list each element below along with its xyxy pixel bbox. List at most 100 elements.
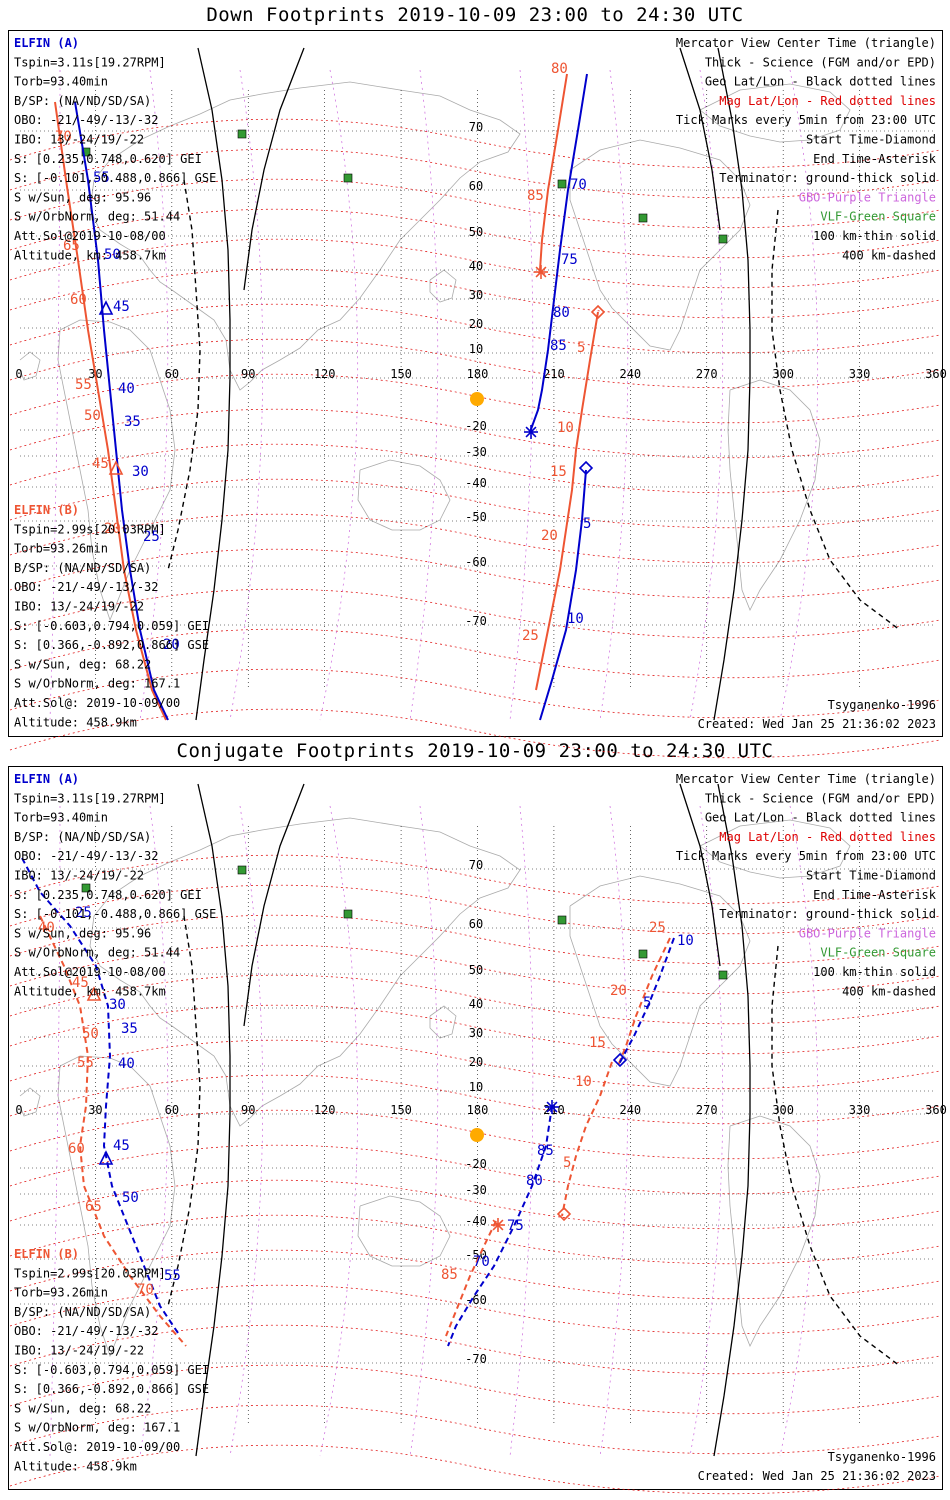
elfin-b-tick-label: 45: [92, 456, 109, 472]
vlf-station-square: [557, 915, 567, 925]
lat-label: 50: [469, 225, 483, 239]
lon-label: 330: [849, 367, 871, 381]
model-label: Tsyganenko-1996: [828, 1450, 936, 1464]
elfin-b-tick-label: 10: [575, 1074, 592, 1090]
elfin-a-info-line: S: [-0.101,-0.488,0.866] GSE: [14, 907, 216, 921]
lat-label: -70: [465, 614, 487, 628]
lat-label: 40: [469, 997, 483, 1011]
legend-line: 400 km-dashed: [842, 984, 936, 998]
asterisk-stroke: [492, 1219, 504, 1231]
elfin-a-track-east: [529, 73, 588, 433]
elfin-b-track-west: [39, 915, 187, 1347]
mag-lat-line: [9, 1284, 941, 1335]
mag-lat-line: [9, 1214, 941, 1265]
mag-lat-line: [9, 513, 941, 564]
mag-meridian: [409, 805, 439, 1457]
vlf-station-square: [638, 213, 648, 223]
terminator-east-upper: [679, 47, 721, 231]
asterisk-stroke: [535, 266, 547, 278]
map-frame-down: [8, 30, 943, 737]
elfin-a-tick-label: 55: [93, 170, 110, 186]
elfin-b-center-triangle: [86, 986, 102, 1001]
mag-meridian: [49, 69, 61, 721]
lat-label: -50: [465, 510, 487, 524]
elfin-a-info-line: S w/OrbNorm, deg: 51.44: [14, 946, 180, 960]
elfin-b-tick-label: 10: [557, 420, 574, 436]
terminator-west: [195, 783, 231, 1457]
lon-label: 180: [467, 1103, 489, 1117]
mag-lat-line: [9, 338, 941, 389]
elfin-b-tick-label: 5: [577, 340, 585, 356]
lat-label: -20: [465, 419, 487, 433]
elfin-a-tick-label: 35: [124, 414, 141, 430]
coastline: [57, 319, 176, 622]
elfin-b-info-line: S w/OrbNorm, deg: 167.1: [14, 1421, 180, 1435]
mag-meridian: [599, 805, 629, 1457]
vlf-station-square: [81, 147, 91, 157]
elfin-a-tick-label: 85: [550, 338, 567, 354]
elfin-a-info-line: B/SP: (NA/ND/SD/SA): [14, 94, 151, 108]
mag-lat-line: [9, 1109, 941, 1160]
coastline: [727, 1115, 821, 1347]
mag-lat-line: [9, 208, 941, 259]
mag-meridian: [599, 69, 629, 721]
elfin-b-tick-label: 20: [610, 983, 627, 999]
mag-meridian: [49, 805, 61, 1457]
legend-line: 100 km-thin solid: [813, 965, 936, 979]
lat-label: 10: [469, 1080, 483, 1094]
terminator-west-upper: [243, 783, 305, 1027]
legend-line: Thick - Science (FGM and/or EPD): [705, 791, 936, 805]
sun-icon: [470, 392, 484, 406]
mag-meridian: [779, 69, 819, 721]
legend-line: VLF-Green Square: [820, 210, 936, 224]
lon-label: 60: [165, 1103, 179, 1117]
elfin-a-tick-label: 20: [163, 637, 180, 653]
elfin-a-info-line: Torb=93.40min: [14, 811, 108, 825]
legend-line: Mag Lat/Lon - Red dotted lines: [719, 94, 936, 108]
legend-line: GBO-Purple Triangle: [799, 926, 936, 940]
elfin-a-tick-label: 25: [143, 529, 160, 545]
elfin-b-tick-label: 20: [104, 521, 121, 537]
mag-meridian: [509, 805, 534, 1457]
mag-meridian: [139, 805, 169, 1457]
lat-label: -40: [465, 476, 487, 490]
lat-label: 70: [469, 120, 483, 134]
elfin-b-info-line: Torb=93.26min: [14, 1286, 108, 1300]
coastline: [19, 1087, 41, 1117]
mag-lat-line: [9, 373, 941, 424]
lon-label: 0: [15, 1103, 22, 1117]
created-label: Created: Wed Jan 25 21:36:02 2023: [698, 717, 936, 731]
elfin-b-info-line: S: [-0.603,0.794,0.059] GEI: [14, 619, 209, 633]
legend-line: Terminator: ground-thick solid: [719, 171, 936, 185]
lat-label: -30: [465, 445, 487, 459]
mag-lat-line: [9, 118, 941, 169]
elfin-a-info-line: S w/Sun, deg: 95.96: [14, 926, 151, 940]
elfin-a-tick-label: 70: [570, 177, 587, 193]
elfin-b-info-line: IBO: 13/-24/19/-22: [14, 600, 144, 614]
elfin-a-info-line: OBO: -21/-49/-13/-32: [14, 113, 159, 127]
elfin-a-header: ELFIN (A): [14, 36, 79, 50]
lon-label: 0: [15, 367, 22, 381]
elfin-a-center-triangle: [98, 1150, 114, 1165]
elfin-b-tick-label: 55: [75, 377, 92, 393]
mag-meridian: [319, 69, 359, 721]
mag-meridian: [779, 805, 819, 1457]
elfin-b-info-line: Att.Sol@: 2019-10-09/00: [14, 1440, 180, 1454]
elfin-a-track-west: [74, 101, 169, 721]
legend-line: 400 km-dashed: [842, 248, 936, 262]
elfin-b-info-line: IBO: 13/-24/19/-22: [14, 1344, 144, 1358]
elfin-a-center-triangle: [98, 300, 114, 315]
coastline: [727, 379, 821, 611]
lat-label: -70: [465, 1352, 487, 1366]
elfin-a-tick-label: 10: [567, 611, 584, 627]
mag-lat-line: [9, 1444, 941, 1495]
elfin-a-tick-label: 55: [164, 1268, 181, 1284]
mag-lat-line: [9, 238, 941, 289]
elfin-b-start-diamond: [590, 304, 606, 320]
legend-line: Geo Lat/Lon - Black dotted lines: [705, 811, 936, 825]
elfin-b-info-line: S: [0.366,-0.892,0.866] GSE: [14, 638, 209, 652]
terminator-west: [195, 47, 231, 721]
elfin-a-info-line: Att.Sol@2019-10-08/00: [14, 965, 166, 979]
mag-meridian: [689, 69, 724, 721]
terminator-400km-west: [167, 915, 201, 1307]
